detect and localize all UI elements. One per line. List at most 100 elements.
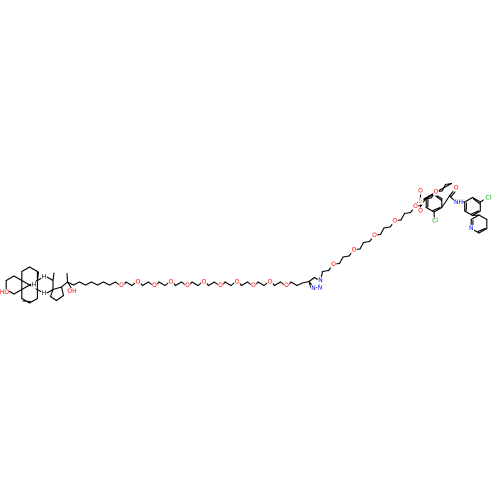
sulfonyl-o-label: O	[418, 208, 423, 215]
peg-oxygen-label: O	[284, 282, 289, 289]
peg-oxygen-label: O	[268, 279, 273, 286]
sterol-ring-a-bond	[13, 288, 23, 295]
peg2-oxygen-label: O	[413, 203, 418, 210]
triazole-bond	[308, 276, 316, 283]
peg-oxygen-label: O	[152, 282, 157, 289]
benzene-ring-bond	[464, 210, 474, 217]
benzene-ring-bond	[425, 193, 435, 200]
pyridine-ring-bond	[478, 227, 488, 234]
peg-bond	[240, 281, 249, 287]
benzene-double-bond	[434, 194, 442, 201]
triazole-bond	[308, 280, 312, 289]
sterol-h-label-bg	[31, 281, 37, 289]
benzene-double-bond	[432, 206, 441, 212]
peg2-oxygen-label-bg	[392, 217, 398, 225]
peg-oxygen-label-bg	[184, 281, 191, 290]
peg2-bond	[379, 227, 385, 236]
pyridine-ring-bond	[478, 214, 488, 221]
benzene-ring-bond	[471, 196, 481, 203]
benzene-double-bond	[470, 210, 480, 215]
side-chain-hydroxyl-label-bg	[67, 287, 77, 296]
peg2-oxygen-label: O	[372, 232, 377, 239]
peg-bond	[174, 281, 183, 287]
peg-oxygen-label-bg	[267, 278, 273, 286]
peg-oxygen-label: O	[185, 282, 190, 289]
peg-bond	[158, 281, 166, 287]
sterol-h-label: H	[42, 274, 47, 281]
peg-oxygen-label: O	[251, 282, 256, 289]
biaryl-bond	[471, 214, 480, 217]
triazole-n-label-bg	[317, 284, 323, 292]
peg-oxygen-label-bg	[151, 281, 158, 290]
peg2-oxygen-label-bg	[330, 260, 337, 269]
peg-bond	[273, 281, 282, 287]
sterol-methyl-bond	[36, 271, 40, 282]
alkyl-chain-bond	[108, 281, 117, 286]
sterol-ring-e-bond	[55, 294, 65, 302]
benzene-ring-bond	[464, 196, 474, 203]
benzene-ring-bond	[425, 206, 435, 213]
pyridine-n-label: N	[469, 225, 474, 232]
triazole-n-label: N	[311, 285, 316, 292]
pyridine-double-bond	[477, 227, 486, 233]
sterol-ring-e-bond	[49, 295, 58, 302]
sterol-ring-a-bond	[5, 275, 15, 282]
peg2-bond	[362, 240, 371, 244]
sterol-methyl-bond	[52, 272, 55, 282]
peg-oxygen-label-bg	[168, 278, 174, 286]
sterol-ring-c-bond	[29, 266, 38, 273]
peg2-bond	[403, 211, 412, 215]
sterol-h-label-bg	[41, 273, 47, 281]
sulfonyl-o-label-bg	[417, 207, 424, 215]
sterol-hydroxyl-label: HO	[0, 289, 9, 296]
amide-bond	[441, 195, 451, 209]
peg-oxygen-label: O	[218, 282, 223, 289]
sterol-h-label-bg	[41, 289, 47, 298]
peg2-oxygen-label: O	[352, 247, 357, 254]
sterol-ring-e-bond	[49, 288, 54, 298]
sterol-h-label: H	[32, 282, 37, 289]
peg-oxygen-label-bg	[118, 281, 125, 290]
peg-oxygen-label: O	[136, 279, 141, 286]
peg-oxygen-label-bg	[201, 278, 207, 286]
side-chain-hydroxyl-label: OH	[67, 288, 76, 295]
sterol-ring-e-bond	[60, 286, 65, 297]
aryl-cl-label-bg	[483, 194, 493, 202]
peg-bond	[141, 281, 150, 287]
amide-nh-label: NH	[454, 199, 463, 206]
peg-bond	[191, 281, 199, 287]
sterol-ring-a-bond	[13, 275, 23, 282]
linker-bond	[301, 280, 310, 284]
aryl-cl-label: Cl	[432, 218, 438, 225]
triazole-n-label: N	[318, 277, 323, 284]
sterol-ring-b-bond	[29, 297, 38, 304]
peg2-bond	[359, 241, 365, 250]
alkyl-chain-bond	[66, 281, 75, 286]
sulfonyl-o-label: O	[418, 188, 423, 195]
sterol-double-bond	[22, 300, 32, 303]
alkyl-chain-bond	[102, 281, 111, 286]
triazole-n-label-bg	[310, 284, 317, 293]
pyridine-n-label-bg	[468, 224, 475, 233]
sterol-ring-b-bond	[21, 284, 31, 291]
peg-oxygen-label-bg	[234, 278, 240, 286]
peg2-bond	[383, 226, 391, 229]
sterol-hydroxyl-label-bg	[0, 288, 10, 297]
peg2-oxygen-label-bg	[412, 202, 419, 211]
peg-oxygen-label-bg	[217, 281, 224, 290]
peg-bond	[224, 281, 232, 287]
peg-oxygen-label: O	[202, 279, 207, 286]
sterol-ring-e-bond	[52, 286, 63, 291]
peg2-oxygen-label-bg	[351, 246, 357, 254]
peg2-bond	[321, 269, 330, 273]
benzene-double-bond	[472, 198, 481, 205]
sulfonyl-s-label-bg	[417, 197, 424, 205]
bond-layer	[2, 182, 488, 304]
aryl-cl-label: Cl	[485, 195, 491, 202]
peg-oxygen-label: O	[119, 282, 124, 289]
side-chain-bond	[60, 281, 69, 288]
peg-oxygen-label: O	[169, 279, 174, 286]
amide-o-label-bg	[453, 184, 459, 192]
